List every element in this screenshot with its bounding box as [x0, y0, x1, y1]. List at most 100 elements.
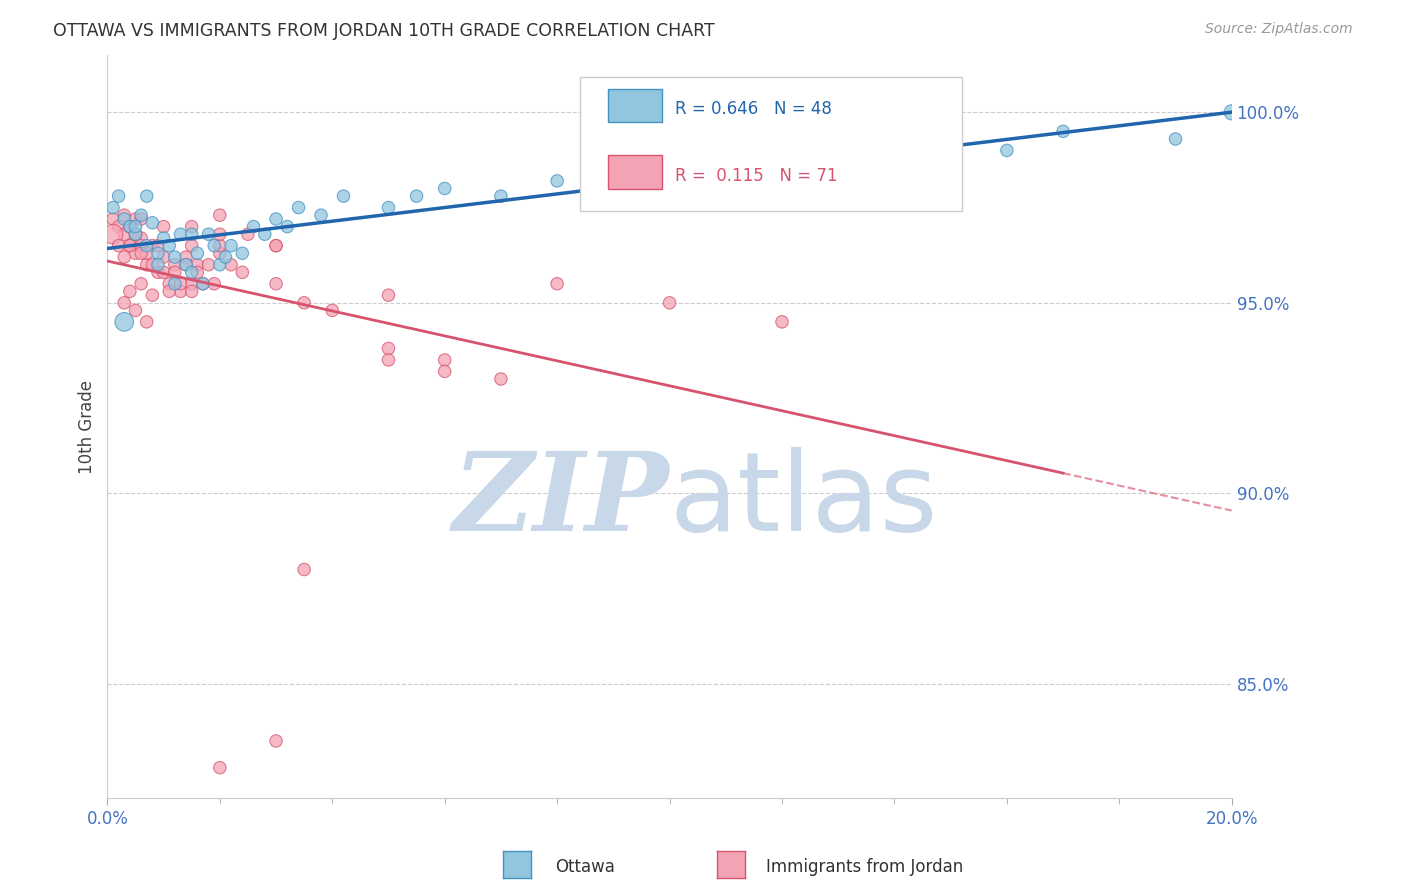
Point	[658, 162, 681, 177]
Point	[152, 231, 174, 245]
Point	[292, 562, 315, 576]
FancyBboxPatch shape	[607, 88, 662, 122]
Point	[129, 211, 152, 226]
Text: R =  0.115   N = 71: R = 0.115 N = 71	[675, 167, 838, 185]
Point	[180, 265, 202, 279]
Point	[152, 250, 174, 264]
Point	[180, 238, 202, 252]
Point	[332, 189, 354, 203]
Point	[129, 277, 152, 291]
Point	[112, 315, 135, 329]
Point	[276, 219, 298, 234]
Point	[197, 258, 219, 272]
Point	[146, 246, 169, 260]
Point	[770, 315, 793, 329]
Point	[124, 211, 146, 226]
Point	[191, 277, 214, 291]
Point	[135, 258, 157, 272]
Point	[489, 189, 512, 203]
Point	[219, 238, 242, 252]
Point	[236, 227, 259, 242]
Point	[157, 285, 180, 299]
Point	[169, 285, 191, 299]
Point	[124, 303, 146, 318]
Point	[208, 208, 231, 222]
Point	[157, 238, 180, 252]
Point	[107, 238, 129, 252]
Point	[231, 246, 253, 260]
Point	[186, 258, 208, 272]
Point	[180, 219, 202, 234]
Point	[124, 219, 146, 234]
Point	[135, 189, 157, 203]
Point	[169, 277, 191, 291]
Text: ZIP: ZIP	[453, 447, 669, 555]
Point	[377, 288, 399, 302]
Point	[124, 227, 146, 242]
Point	[112, 211, 135, 226]
Point	[129, 246, 152, 260]
Point	[264, 277, 287, 291]
Point	[377, 201, 399, 215]
Point	[186, 265, 208, 279]
Text: Immigrants from Jordan: Immigrants from Jordan	[766, 858, 963, 876]
Point	[118, 219, 141, 234]
Point	[208, 246, 231, 260]
Point	[377, 353, 399, 368]
Point	[174, 258, 197, 272]
Point	[939, 136, 962, 150]
Point	[214, 250, 236, 264]
Point	[141, 258, 163, 272]
Point	[146, 265, 169, 279]
Point	[405, 189, 427, 203]
Point	[231, 265, 253, 279]
Point	[995, 144, 1018, 158]
Text: atlas: atlas	[669, 448, 938, 555]
Point	[112, 295, 135, 310]
Point	[107, 219, 129, 234]
Text: Source: ZipAtlas.com: Source: ZipAtlas.com	[1205, 22, 1353, 37]
Point	[101, 211, 124, 226]
FancyBboxPatch shape	[579, 78, 962, 211]
Point	[1220, 105, 1243, 120]
Point	[242, 219, 264, 234]
Point	[321, 303, 343, 318]
Point	[163, 265, 186, 279]
Point	[770, 144, 793, 158]
Y-axis label: 10th Grade: 10th Grade	[79, 380, 96, 474]
Point	[129, 238, 152, 252]
Point	[219, 258, 242, 272]
Point	[309, 208, 332, 222]
Point	[264, 211, 287, 226]
Point	[163, 258, 186, 272]
Point	[174, 250, 197, 264]
Point	[180, 277, 202, 291]
Point	[141, 288, 163, 302]
Point	[208, 761, 231, 775]
Point	[191, 277, 214, 291]
Point	[152, 265, 174, 279]
Point	[118, 219, 141, 234]
Point	[101, 227, 124, 242]
Point	[292, 295, 315, 310]
Point	[264, 734, 287, 748]
Point	[202, 238, 225, 252]
Point	[163, 277, 186, 291]
Point	[118, 285, 141, 299]
Point	[152, 219, 174, 234]
Point	[658, 295, 681, 310]
Point	[129, 208, 152, 222]
Point	[112, 208, 135, 222]
Point	[112, 250, 135, 264]
Point	[124, 227, 146, 242]
Point	[208, 227, 231, 242]
FancyBboxPatch shape	[607, 155, 662, 189]
Point	[124, 227, 146, 242]
Point	[1052, 124, 1074, 138]
Point	[202, 277, 225, 291]
Point	[118, 238, 141, 252]
Point	[135, 315, 157, 329]
Text: Ottawa: Ottawa	[555, 858, 616, 876]
Point	[124, 246, 146, 260]
Point	[141, 238, 163, 252]
